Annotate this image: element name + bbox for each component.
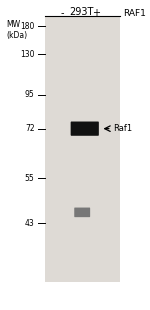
Text: Raf1: Raf1	[113, 124, 132, 133]
Text: 55: 55	[25, 174, 34, 183]
Text: RAF1: RAF1	[123, 8, 146, 18]
Text: MW
(kDa): MW (kDa)	[6, 20, 27, 40]
Text: -: -	[60, 8, 64, 18]
Text: 293T: 293T	[69, 7, 93, 17]
Text: 72: 72	[25, 124, 34, 133]
Text: 95: 95	[25, 90, 34, 99]
FancyBboxPatch shape	[71, 122, 99, 136]
Text: 43: 43	[25, 219, 34, 228]
FancyBboxPatch shape	[45, 17, 120, 282]
Text: 130: 130	[20, 50, 34, 59]
Text: +: +	[92, 8, 100, 18]
Text: 180: 180	[20, 22, 34, 31]
FancyBboxPatch shape	[74, 208, 90, 217]
